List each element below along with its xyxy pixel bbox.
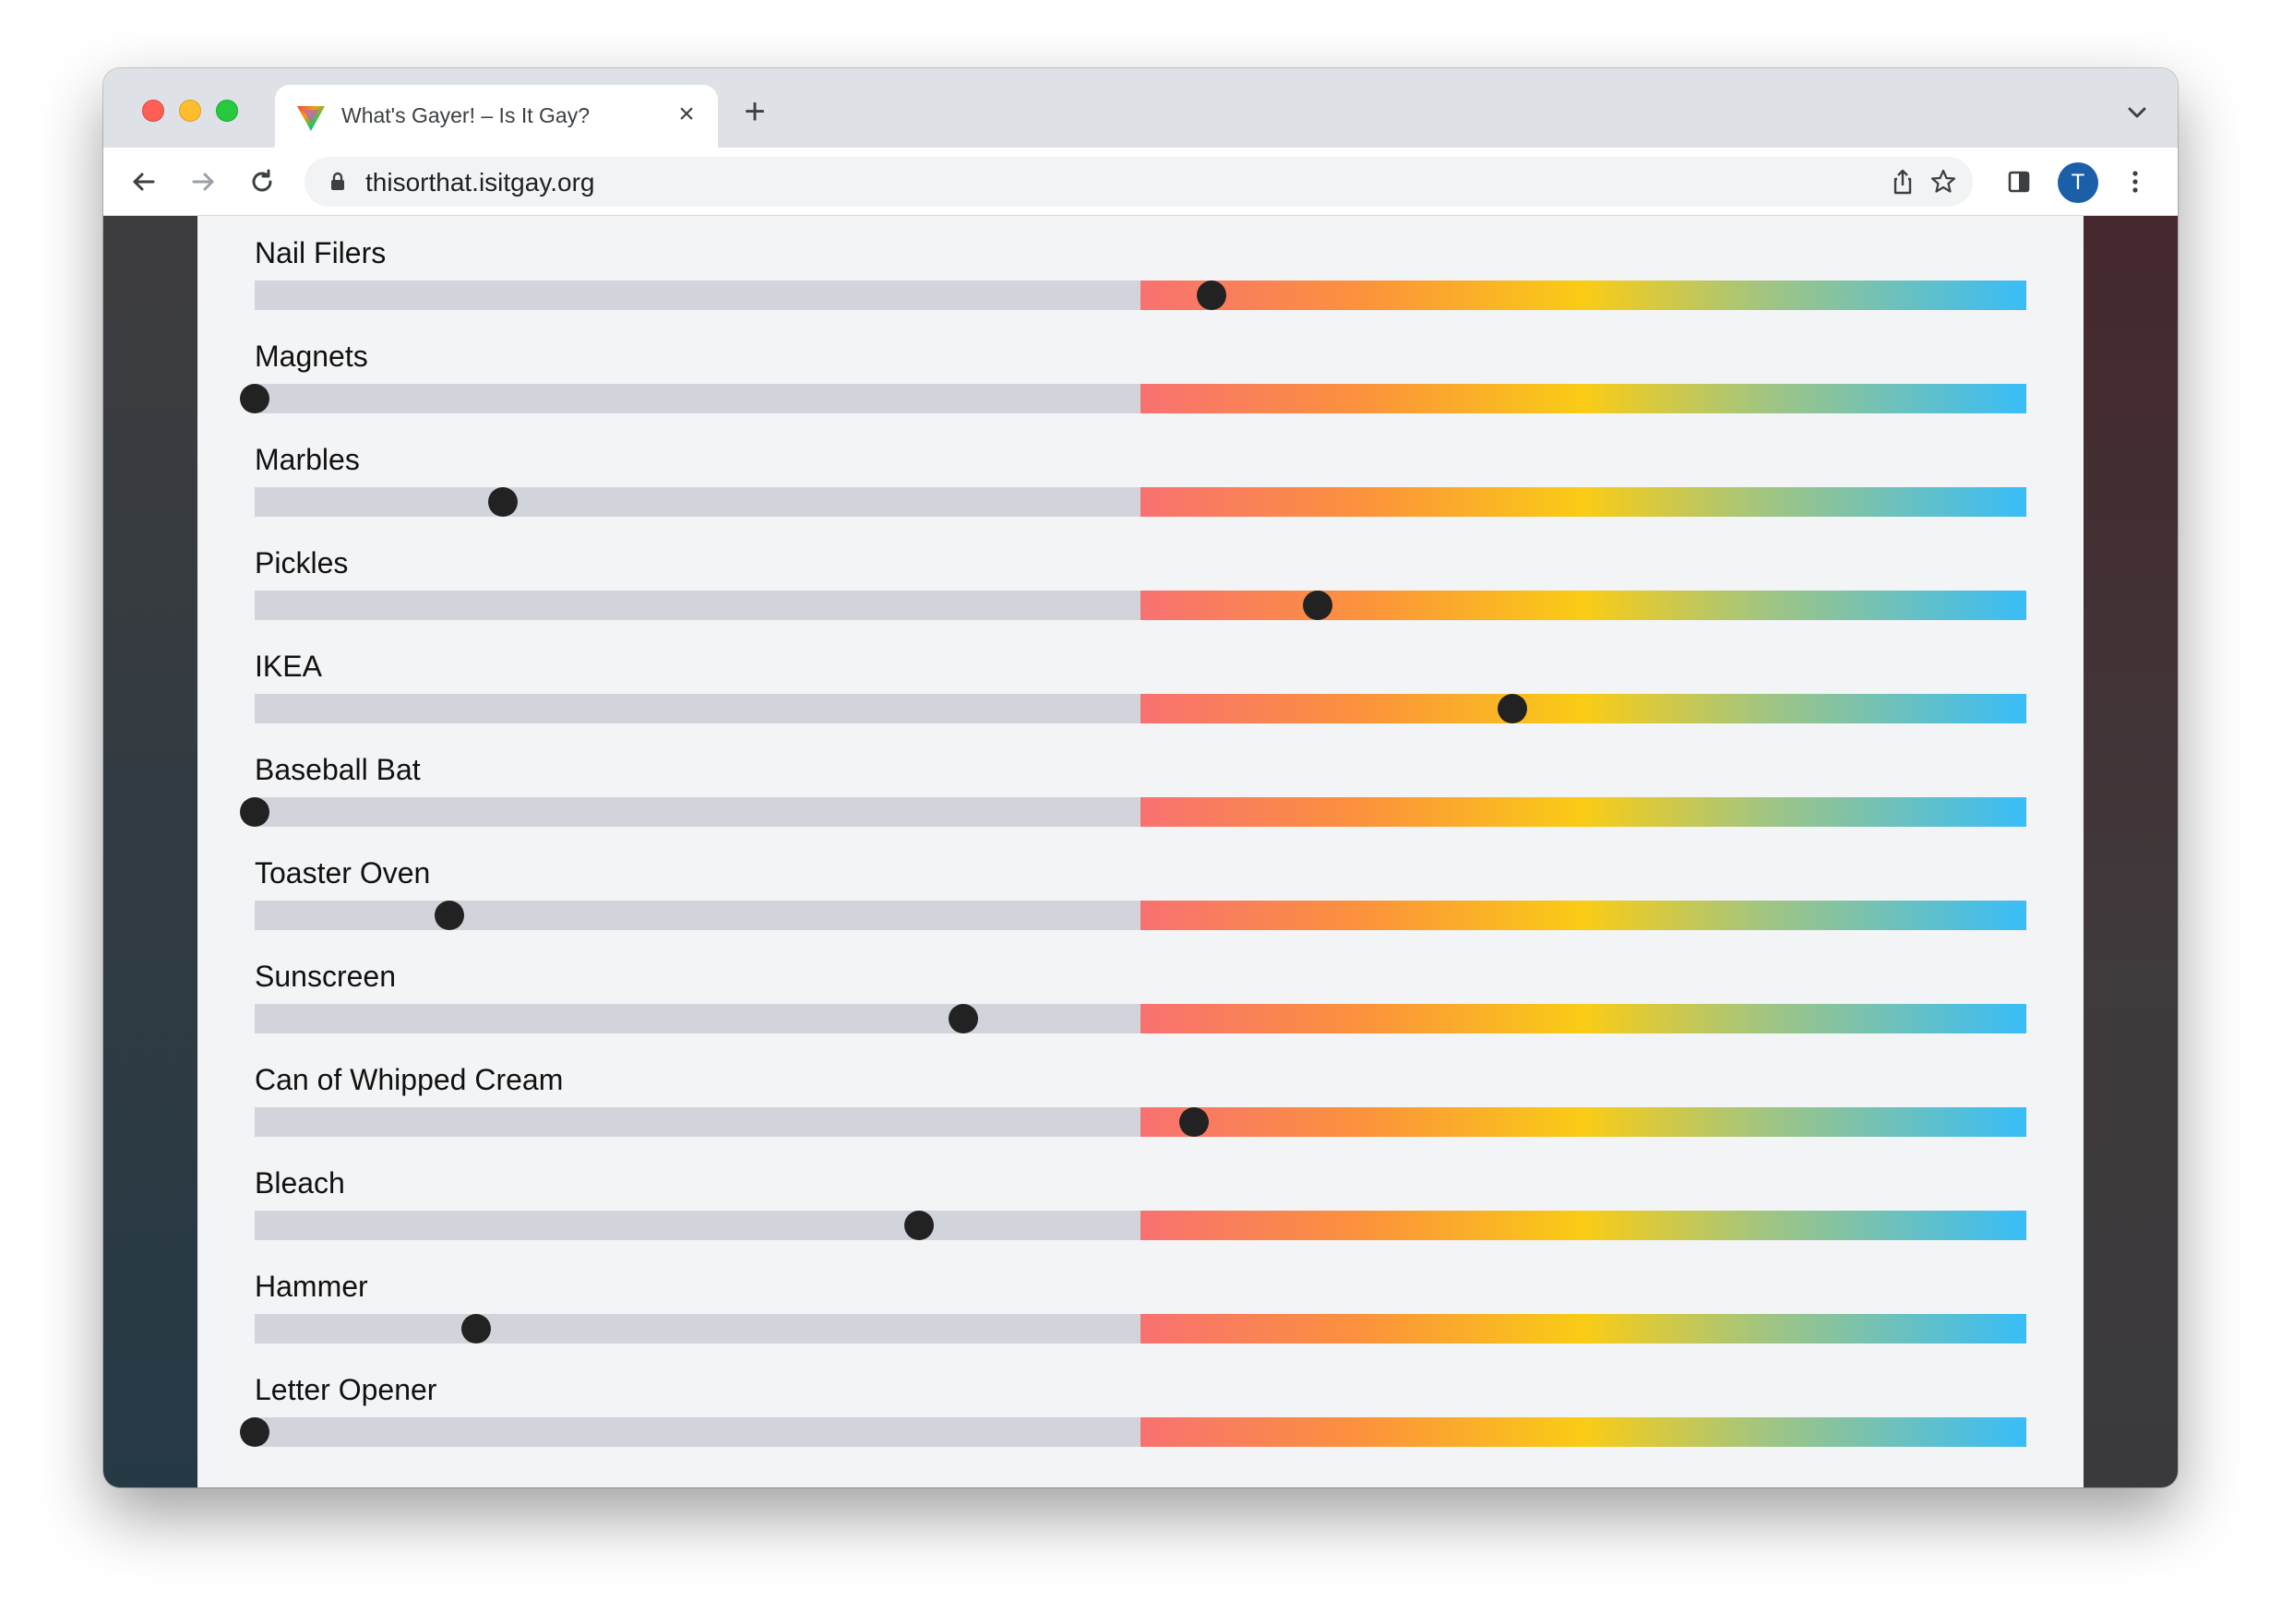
rating-slider-gradient <box>1140 1004 2026 1033</box>
rating-slider-track[interactable] <box>255 281 2026 310</box>
rating-slider-knob[interactable] <box>904 1211 934 1240</box>
rating-item: Magnets <box>240 323 2026 426</box>
rating-item-label: Bleach <box>255 1166 345 1200</box>
more-menu-icon[interactable] <box>2117 163 2154 200</box>
rating-slider-track[interactable] <box>255 1004 2026 1033</box>
bookmark-star-icon[interactable] <box>1925 163 1962 200</box>
rainbow-triangle-icon <box>297 106 325 131</box>
rating-item-label: IKEA <box>255 650 322 683</box>
rating-item: Can of Whipped Cream <box>255 1046 2026 1150</box>
rating-slider-track[interactable] <box>255 901 2026 930</box>
rating-item: Marbles <box>255 426 2026 530</box>
rating-slider-gradient <box>1140 797 2026 827</box>
rating-item: Letter Opener <box>240 1356 2026 1460</box>
rating-slider-knob[interactable] <box>1178 1107 1209 1137</box>
rating-item-label: Nail Filers <box>255 236 387 269</box>
rating-item: Baseball Bat <box>240 736 2026 840</box>
share-icon[interactable] <box>1884 163 1921 200</box>
rating-slider-gradient <box>1140 591 2026 620</box>
rating-item-label: Can of Whipped Cream <box>255 1063 564 1096</box>
rating-slider-track[interactable] <box>255 694 2026 723</box>
rating-item-label: Letter Opener <box>255 1373 437 1406</box>
forward-arrow-icon[interactable] <box>185 163 221 200</box>
rating-item: Bleach <box>255 1150 2026 1253</box>
tab-title: What's Gayer! – Is It Gay? <box>341 103 590 127</box>
rating-item-label: Toaster Oven <box>255 856 431 890</box>
rating-item: Hammer <box>255 1253 2026 1356</box>
close-window-button[interactable] <box>142 100 164 122</box>
rating-slider-track[interactable] <box>255 487 2026 517</box>
side-panel-icon[interactable] <box>2000 163 2037 200</box>
rating-slider-gradient <box>1140 1314 2026 1343</box>
rating-item: Pickles <box>255 530 2026 633</box>
zoom-window-button[interactable] <box>216 100 238 122</box>
rating-panel: Nail Filers Magnets Marbles Pickles IKEA Base… <box>197 216 2084 1487</box>
browser-window: What's Gayer! – Is It Gay? × + thisortha… <box>103 68 2178 1487</box>
address-bar[interactable]: thisorthat.isitgay.org <box>305 157 1973 207</box>
rating-slider-track[interactable] <box>255 1211 2026 1240</box>
reload-icon[interactable] <box>244 163 281 200</box>
rating-slider-gradient <box>1140 694 2026 723</box>
back-arrow-icon[interactable] <box>125 163 162 200</box>
rating-slider-knob[interactable] <box>435 901 465 930</box>
minimize-window-button[interactable] <box>179 100 201 122</box>
url-text[interactable]: thisorthat.isitgay.org <box>365 168 595 197</box>
rating-slider-knob[interactable] <box>240 1417 269 1447</box>
rating-slider-gradient <box>1140 1107 2026 1137</box>
rating-item-label: Hammer <box>255 1270 368 1303</box>
rating-slider-track[interactable] <box>255 1314 2026 1343</box>
tab-close-button[interactable]: × <box>678 99 695 129</box>
rating-slider-knob[interactable] <box>461 1314 491 1343</box>
rating-slider-track[interactable] <box>255 1107 2026 1137</box>
rating-slider-gradient <box>1140 901 2026 930</box>
rating-slider-knob[interactable] <box>1196 281 1226 310</box>
rating-slider-knob[interactable] <box>240 384 269 413</box>
browser-toolbar: thisorthat.isitgay.org T <box>103 148 2178 216</box>
rating-slider-track[interactable] <box>255 591 2026 620</box>
rating-slider-gradient <box>1140 1417 2026 1447</box>
rating-slider-gradient <box>1140 281 2026 310</box>
rating-slider-gradient <box>1140 1211 2026 1240</box>
rating-slider-track[interactable] <box>240 384 2026 413</box>
rating-item: Nail Filers <box>255 220 2026 323</box>
rating-slider-gradient <box>1140 384 2026 413</box>
profile-avatar[interactable]: T <box>2058 162 2098 203</box>
rating-item: Sunscreen <box>255 943 2026 1046</box>
rating-item-label: Pickles <box>255 546 349 579</box>
rating-item-label: Baseball Bat <box>255 753 421 786</box>
tab-active[interactable]: What's Gayer! – Is It Gay? × <box>275 85 718 148</box>
rating-slider-knob[interactable] <box>949 1004 978 1033</box>
new-tab-button[interactable]: + <box>744 91 766 132</box>
rating-slider-knob[interactable] <box>1303 591 1332 620</box>
rating-slider-knob[interactable] <box>1498 694 1528 723</box>
lock-icon[interactable] <box>327 171 349 193</box>
chevron-down-icon[interactable] <box>2119 94 2156 131</box>
rating-item: Toaster Oven <box>255 840 2026 943</box>
tab-strip: What's Gayer! – Is It Gay? × + <box>103 68 2178 148</box>
rating-slider-track[interactable] <box>240 1417 2026 1447</box>
rating-slider-track[interactable] <box>240 797 2026 827</box>
rating-item-label: Magnets <box>255 340 368 373</box>
rating-slider-knob[interactable] <box>487 487 518 517</box>
rating-item-label: Marbles <box>255 443 360 476</box>
rating-slider-gradient <box>1140 487 2026 517</box>
page-content: Nail Filers Magnets Marbles Pickles IKEA Base… <box>103 216 2178 1487</box>
rating-item: IKEA <box>255 633 2026 736</box>
rating-slider-knob[interactable] <box>240 797 269 827</box>
rating-item-label: Sunscreen <box>255 960 396 993</box>
